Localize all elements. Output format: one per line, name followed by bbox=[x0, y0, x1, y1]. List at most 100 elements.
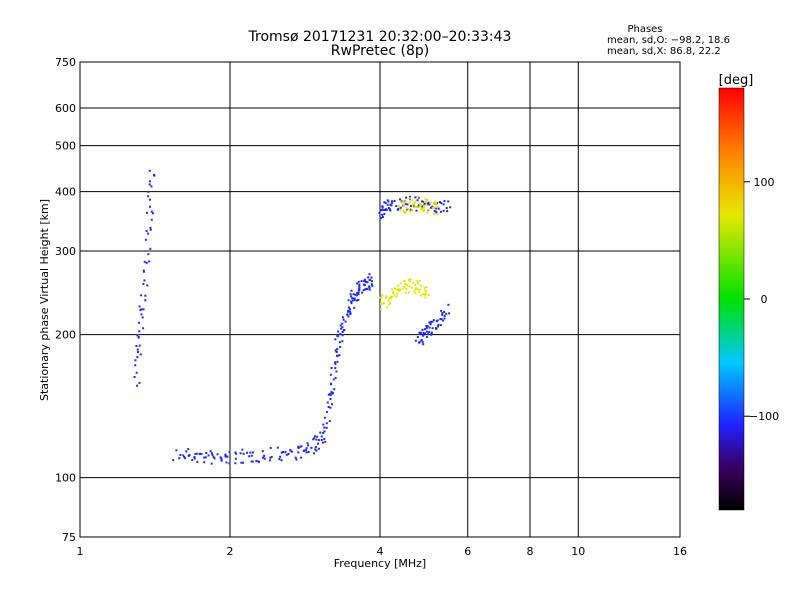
scatter-point bbox=[203, 461, 206, 464]
scatter-point bbox=[334, 338, 337, 341]
scatter-point bbox=[351, 299, 354, 302]
scatter-point bbox=[353, 297, 356, 300]
scatter-point bbox=[148, 198, 151, 201]
scatter-point bbox=[393, 287, 396, 290]
scatter-point bbox=[403, 285, 406, 288]
scatter-point bbox=[138, 305, 141, 308]
scatter-point bbox=[335, 370, 338, 373]
scatter-point bbox=[424, 198, 427, 201]
scatter-point bbox=[396, 208, 399, 211]
scatter-point bbox=[235, 452, 238, 455]
scatter-point bbox=[381, 208, 384, 211]
scatter-point bbox=[326, 401, 329, 404]
scatter-point bbox=[280, 459, 283, 462]
scatter-point bbox=[423, 200, 426, 203]
scatter-point bbox=[429, 321, 432, 324]
scatter-point bbox=[408, 285, 411, 288]
scatter-point bbox=[419, 208, 422, 211]
scatter-point bbox=[213, 457, 216, 460]
scatter-point bbox=[440, 309, 443, 312]
scatter-point bbox=[136, 356, 139, 359]
scatter-point bbox=[323, 437, 326, 440]
scatter-point bbox=[339, 345, 342, 348]
scatter-point bbox=[423, 328, 426, 331]
scatter-point bbox=[146, 284, 149, 287]
scatter-point bbox=[368, 285, 371, 288]
scatter-point bbox=[336, 360, 339, 363]
scatter-point bbox=[370, 283, 373, 286]
scatter-point bbox=[380, 302, 383, 305]
scatter-point bbox=[185, 450, 188, 453]
scatter-point bbox=[417, 282, 420, 285]
scatter-point bbox=[366, 281, 369, 284]
scatter-point bbox=[135, 345, 138, 348]
scatter-point bbox=[428, 321, 431, 324]
scatter-point bbox=[423, 204, 426, 207]
scatter-point bbox=[425, 325, 428, 328]
scatter-point bbox=[144, 238, 147, 241]
scatter-point bbox=[269, 446, 272, 449]
scatter-point bbox=[313, 435, 316, 438]
scatter-point bbox=[290, 450, 293, 453]
scatter-point bbox=[150, 210, 153, 213]
scatter-point bbox=[134, 359, 137, 362]
scatter-point bbox=[258, 460, 261, 463]
scatter-point bbox=[398, 289, 401, 292]
scatter-point bbox=[314, 446, 317, 449]
scatter-point bbox=[149, 180, 152, 183]
scatter-point bbox=[397, 204, 400, 207]
scatter-point bbox=[316, 435, 319, 438]
scatter-point bbox=[183, 457, 186, 460]
scatter-point bbox=[303, 449, 306, 452]
scatter-point bbox=[363, 278, 366, 281]
grid-lines bbox=[80, 62, 680, 537]
scatter-point bbox=[436, 212, 439, 215]
scatter-point bbox=[430, 331, 433, 334]
scatter-point bbox=[422, 200, 425, 203]
y-axis-label: Stationary phase Virtual Height [km] bbox=[38, 199, 51, 401]
scatter-point bbox=[406, 208, 409, 211]
scatter-point bbox=[356, 299, 359, 302]
scatter-point bbox=[366, 287, 369, 290]
scatter-point bbox=[380, 216, 383, 219]
scatter-point bbox=[404, 211, 407, 214]
scatter-point bbox=[183, 455, 186, 458]
scatter-point bbox=[368, 286, 371, 289]
scatter-point bbox=[325, 426, 328, 429]
scatter-point bbox=[150, 218, 153, 221]
scatter-point bbox=[407, 208, 410, 211]
scatter-point bbox=[414, 291, 417, 294]
scatter-point bbox=[405, 287, 408, 290]
scatter-point bbox=[439, 318, 442, 321]
scatter-point bbox=[425, 199, 428, 202]
scatter-point bbox=[428, 331, 431, 334]
scatter-point bbox=[387, 207, 390, 210]
scatter-point bbox=[394, 294, 397, 297]
scatter-point bbox=[410, 205, 413, 208]
scatter-point bbox=[420, 207, 423, 210]
scatter-point bbox=[334, 376, 337, 379]
scatter-point bbox=[424, 332, 427, 335]
scatter-point bbox=[419, 202, 422, 205]
scatter-point bbox=[449, 206, 452, 209]
scatter-point bbox=[248, 455, 251, 458]
scatter-point bbox=[287, 453, 290, 456]
scatter-point bbox=[440, 318, 443, 321]
scatter-point bbox=[445, 312, 448, 315]
scatter-point bbox=[284, 451, 287, 454]
scatter-point bbox=[145, 211, 148, 214]
y-tick-label: 100 bbox=[55, 472, 76, 485]
scatter-point bbox=[276, 446, 279, 449]
scatter-point bbox=[330, 367, 333, 370]
scatter-point bbox=[280, 451, 283, 454]
scatter-point bbox=[368, 288, 371, 291]
scatter-point bbox=[205, 452, 208, 455]
scatter-point bbox=[350, 302, 353, 305]
scatter-point bbox=[228, 450, 231, 453]
scatter-point bbox=[317, 442, 320, 445]
scatter-point bbox=[147, 195, 150, 198]
scatter-point bbox=[418, 340, 421, 343]
scatter-point bbox=[305, 447, 308, 450]
scatter-point bbox=[421, 207, 424, 210]
scatter-point bbox=[387, 200, 390, 203]
